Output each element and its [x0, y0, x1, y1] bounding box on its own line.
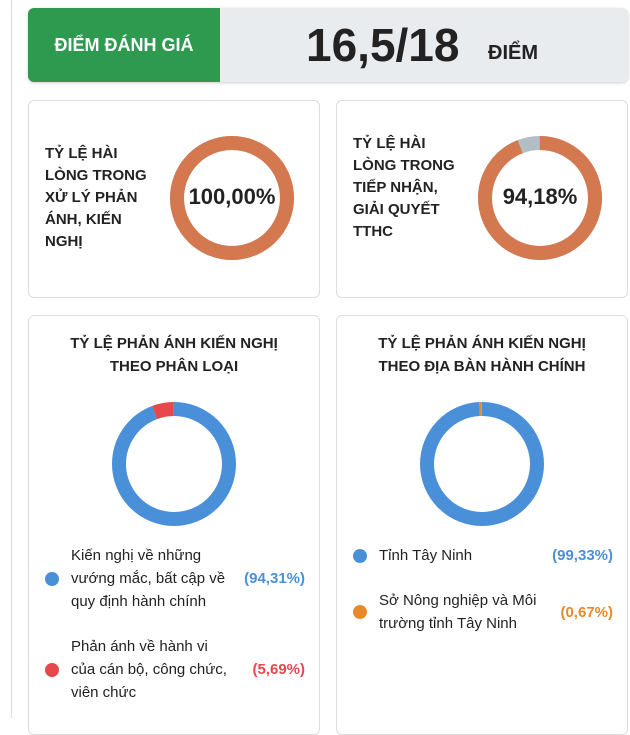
donut-chart — [420, 402, 544, 526]
gauge-chart — [170, 136, 294, 260]
legend-item: Tỉnh Tây Ninh (99,33%) — [351, 544, 613, 567]
score-label: ĐIỂM ĐÁNH GIÁ — [28, 8, 220, 82]
score-value: 16,5/18 — [306, 19, 460, 71]
legend-item: Sở Nông nghiệp và Môi trường tỉnh Tây Ni… — [351, 589, 613, 635]
legend: Kiến nghị về những vướng mắc, bất cập về… — [43, 544, 305, 726]
legend-value: (5,69%) — [252, 661, 305, 678]
gauge-title: TỶ LỆ HÀI LÒNG TRONG XỬ LÝ PHẢN ÁNH, KIẾ… — [45, 145, 147, 250]
legend-item: Kiến nghị về những vướng mắc, bất cập về… — [43, 544, 305, 613]
legend: Tỉnh Tây Ninh (99,33%) Sở Nông nghiệp và M… — [351, 544, 613, 657]
gauge-chart — [478, 136, 602, 260]
legend-dot — [353, 548, 367, 563]
donut-segment — [112, 402, 236, 526]
donut-title: TỶ LỆ PHẢN ÁNH KIẾN NGHỊ THEO ĐỊA BÀN HÀ… — [378, 335, 586, 375]
donut-segment — [420, 402, 544, 526]
gauge-label: 100,00% — [188, 184, 276, 209]
gauge-card: TỶ LỆ HÀI LÒNG TRONG TIẾP NHẬN, GIẢI QUY… — [336, 100, 628, 298]
legend-value: (94,31%) — [244, 570, 305, 587]
gauge-label: 94,18% — [502, 184, 578, 209]
legend-value: (0,67%) — [560, 603, 613, 621]
divider — [11, 0, 12, 718]
gauge-arc — [478, 136, 602, 260]
donut-chart — [112, 402, 236, 526]
legend-name: Kiến nghị về những vướng mắc, bất cập về… — [71, 547, 226, 610]
legend-name: Sở Nông nghiệp và Môi trường tỉnh Tây Ni… — [379, 592, 537, 632]
gauge-card: TỶ LỆ HÀI LÒNG TRONG XỬ LÝ PHẢN ÁNH, KIẾ… — [28, 100, 320, 298]
legend-item: Phản ánh về hành vi của cán bộ, công chứ… — [43, 635, 305, 704]
donut-segment — [420, 402, 544, 526]
legend-value: (99,33%) — [552, 547, 613, 564]
gauge-title: TỶ LỆ HÀI LÒNG TRONG TIẾP NHẬN, GIẢI QUY… — [353, 135, 455, 240]
legend-dot — [45, 571, 59, 586]
donut-title: TỶ LỆ PHẢN ÁNH KIẾN NGHỊ THEO PHÂN LOẠI — [70, 335, 278, 375]
donut-card: TỶ LỆ PHẢN ÁNH KIẾN NGHỊ THEO ĐỊA BÀN HÀ… — [336, 315, 628, 735]
gauge-arc — [170, 136, 294, 260]
donut-segment — [112, 402, 236, 526]
legend-dot — [353, 605, 367, 619]
score-unit: ĐIỂM — [488, 42, 538, 64]
donut-card: TỶ LỆ PHẢN ÁNH KIẾN NGHỊ THEO PHÂN LOẠI K… — [28, 315, 320, 735]
legend-dot — [45, 662, 59, 677]
legend-name: Tỉnh Tây Ninh — [379, 547, 473, 564]
page: ĐIỂM ĐÁNH GIÁ 16,5/18 ĐIỂM TỶ LỆ HÀI LÒN… — [11, 0, 628, 735]
legend-name: Phản ánh về hành vi của cán bộ, công chứ… — [71, 638, 227, 701]
score-panel: ĐIỂM ĐÁNH GIÁ 16,5/18 ĐIỂM — [28, 8, 628, 82]
